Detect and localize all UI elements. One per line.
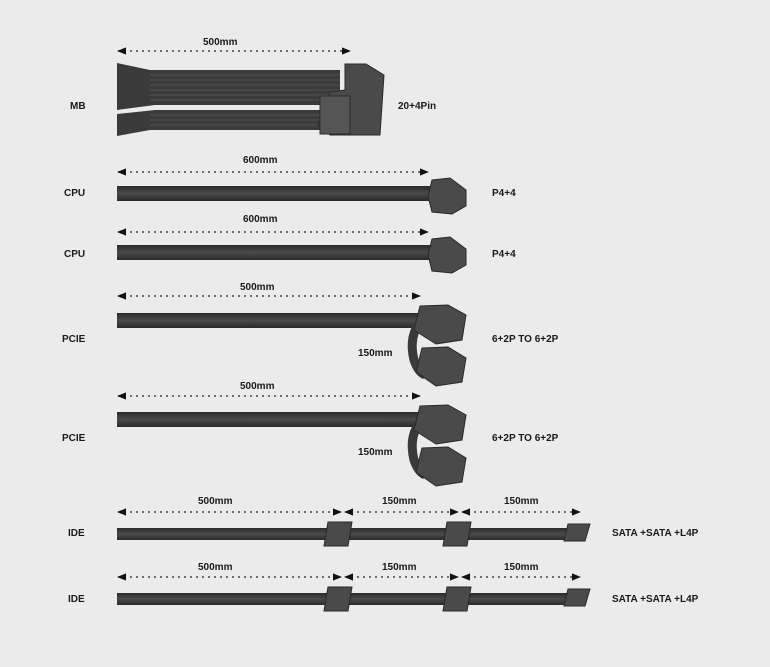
connector-label: 6+2P TO 6+2P [492, 433, 559, 444]
pcie-wire-bundle [117, 412, 422, 427]
cable-type-label: CPU [64, 188, 85, 199]
connector-label: 6+2P TO 6+2P [492, 334, 559, 345]
cable-ide-2: IDE 500mm 150mm 150mm SATA +SATA +L4P [68, 562, 699, 612]
cable-type-label: MB [70, 101, 86, 112]
cable-type-label: IDE [68, 594, 85, 605]
length-label: 600mm [243, 155, 278, 166]
eps-8pin-connector [427, 177, 467, 215]
mb-wire-bundle [117, 63, 340, 136]
cable-type-label: PCIE [62, 334, 86, 345]
sata-connector [323, 586, 353, 612]
cable-pcie-2: PCIE 500mm 150mm 6+2P TO 6+2P [62, 381, 559, 487]
sata-connector [442, 521, 472, 547]
length-label: 500mm [198, 496, 233, 507]
length-label: 150mm [382, 562, 417, 573]
length-label: 150mm [504, 496, 539, 507]
connector-label: SATA +SATA +L4P [612, 594, 699, 605]
connector-label: 20+4Pin [398, 101, 436, 112]
cpu-wire-bundle [117, 245, 432, 260]
branch-length-label: 150mm [358, 348, 393, 359]
length-label: 500mm [203, 37, 238, 48]
cpu-wire-bundle [117, 186, 432, 201]
length-label: 500mm [198, 562, 233, 573]
cable-type-label: CPU [64, 249, 85, 260]
cable-type-label: IDE [68, 528, 85, 539]
molex-l4p-connector [563, 588, 591, 607]
sata-connector [323, 521, 353, 547]
sata-connector [442, 586, 472, 612]
cable-pcie-1: PCIE 500mm 150mm 6+2P TO 6+2P [62, 282, 559, 387]
length-label: 500mm [240, 381, 275, 392]
connector-label: P4+4 [492, 249, 516, 260]
eps-8pin-connector [427, 236, 467, 274]
molex-l4p-connector [563, 523, 591, 542]
connector-label: P4+4 [492, 188, 516, 199]
cable-cpu-2: CPU 600mm P4+4 [64, 214, 516, 274]
length-label: 500mm [240, 282, 275, 293]
length-label: 150mm [382, 496, 417, 507]
length-label: 150mm [504, 562, 539, 573]
cable-type-label: PCIE [62, 433, 86, 444]
pcie-6plus2-connector [415, 446, 467, 487]
cable-mb: MB 500mm 20+4Pin [70, 37, 436, 136]
pcie-wire-bundle [117, 313, 422, 328]
pcie-6plus2-connector [413, 404, 467, 445]
connector-label: SATA +SATA +L4P [612, 528, 699, 539]
cable-ide-1: IDE 500mm 150mm 150mm SATA +SATA +L4P [68, 496, 699, 547]
cable-cpu-1: CPU 600mm P4+4 [64, 155, 516, 215]
branch-length-label: 150mm [358, 447, 393, 458]
pcie-6plus2-connector [415, 346, 467, 387]
length-label: 600mm [243, 214, 278, 225]
pcie-6plus2-connector [413, 304, 467, 345]
atx-24pin-connector [317, 63, 385, 136]
